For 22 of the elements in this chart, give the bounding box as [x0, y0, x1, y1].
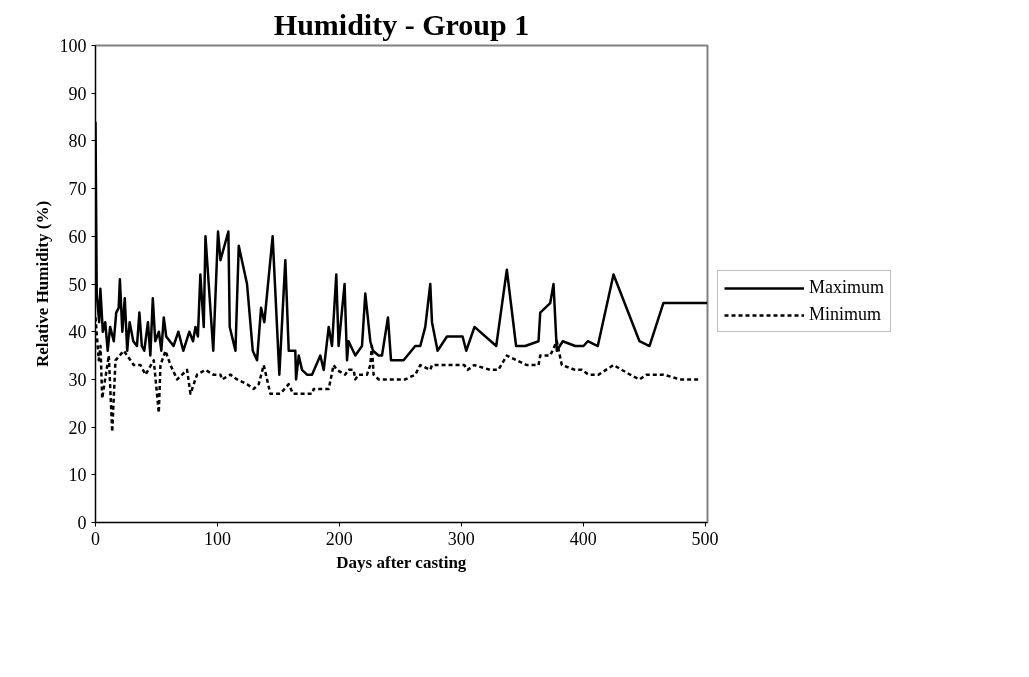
y-tick-label: 60 [68, 226, 87, 247]
y-tick-label: 50 [68, 274, 87, 295]
y-tick-label: 20 [68, 417, 87, 438]
x-tick-label: 300 [447, 528, 475, 549]
x-tick-label: 0 [91, 528, 100, 549]
legend-label: Maximum [809, 277, 884, 298]
legend-label: Minimum [809, 304, 882, 325]
y-axis-title: Relative Humidity (%) [32, 200, 52, 368]
y-tick-label: 10 [68, 465, 87, 486]
x-tick-label: 200 [325, 528, 353, 549]
y-tick-label: 70 [68, 179, 87, 200]
x-tick-label: 400 [569, 528, 597, 549]
y-tick-label: 100 [59, 36, 87, 56]
x-tick-label: 500 [691, 528, 719, 549]
chart-title: Humidity - Group 1 [273, 7, 530, 41]
x-axis-title: Days after casting [336, 552, 467, 572]
y-tick-label: 0 [77, 513, 87, 533]
x-tick-label: 100 [203, 528, 231, 549]
y-tick-label: 30 [68, 369, 87, 390]
y-tick-label: 80 [68, 131, 87, 152]
y-tick-label: 40 [68, 322, 87, 343]
y-tick-label: 90 [68, 83, 87, 104]
